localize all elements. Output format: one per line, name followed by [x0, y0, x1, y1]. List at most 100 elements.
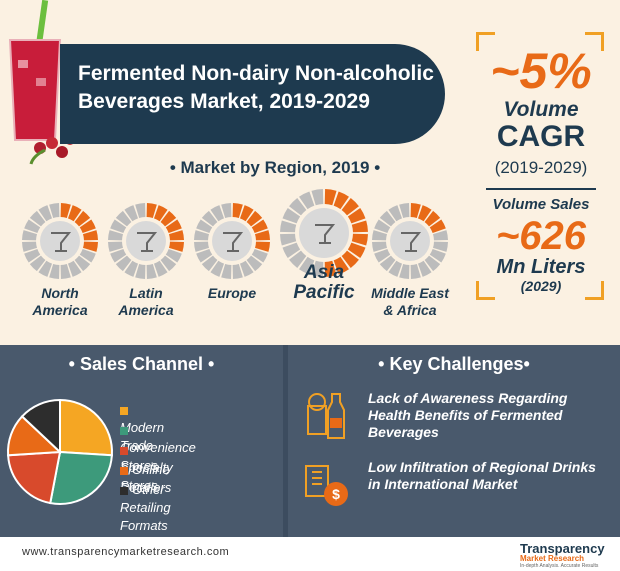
region-segment — [60, 264, 71, 279]
sales-channel-title: • Sales Channel • — [68, 354, 215, 374]
region-segment — [135, 203, 146, 218]
region-segment — [324, 189, 337, 206]
logo-tagline: In-depth Analysis. Accurate Results — [520, 563, 599, 569]
pie-slice — [59, 398, 113, 457]
region-segment — [165, 219, 182, 234]
region-segment — [280, 233, 297, 246]
pie-slice — [20, 398, 61, 455]
region-segment — [22, 230, 37, 241]
region-segment — [124, 205, 139, 222]
region-segment — [194, 241, 209, 252]
region-segment — [49, 264, 60, 279]
legend-item: Modern Trade — [120, 401, 164, 453]
region-segment — [333, 256, 349, 275]
cagr-label-cagr: CAGR — [496, 120, 586, 153]
legend-item: Specialty Stores — [120, 441, 173, 493]
cocktail-glass-icon — [40, 221, 80, 261]
region-label: & Africa — [383, 302, 436, 318]
cagr-label-volume: Volume — [503, 98, 579, 121]
region-label: Latin — [129, 285, 162, 301]
region-segment — [374, 219, 391, 234]
legend-item: Other Retailing Formats — [120, 481, 171, 533]
challenges-title: • Key Challenges• — [378, 354, 530, 374]
region-segment — [388, 205, 403, 222]
region-segment — [79, 219, 96, 234]
region-segment — [24, 248, 41, 263]
region-segment — [251, 248, 268, 263]
volume-label: Volume Sales — [492, 196, 590, 213]
region-segment — [83, 230, 98, 241]
region-segment — [347, 208, 366, 224]
region-segment — [201, 255, 218, 272]
legend-swatch — [120, 406, 128, 415]
region-segment — [251, 219, 268, 234]
region-segment — [49, 203, 60, 218]
legend-label: Other Retailing Formats — [120, 482, 171, 533]
region-segment — [79, 248, 96, 263]
region-segment — [379, 255, 396, 272]
region-segment — [433, 241, 448, 252]
region-segment — [74, 210, 91, 227]
region-segment — [255, 241, 270, 252]
divider — [486, 188, 596, 190]
region-segment — [146, 203, 157, 218]
challenge-text-2: Low Infiltration of Regional Drinks in I… — [368, 459, 596, 492]
legend-item: Online Retailers — [120, 461, 171, 495]
legend-swatch — [120, 466, 128, 475]
region-segment — [424, 255, 441, 272]
region-segment — [29, 255, 46, 272]
region-segment — [74, 255, 91, 272]
region-segment — [246, 255, 263, 272]
volume-year: (2029) — [520, 278, 562, 294]
region-segment — [169, 230, 184, 241]
legend-swatch — [120, 486, 128, 495]
region-segment — [388, 260, 403, 277]
region-segment — [417, 205, 432, 222]
cagr-value: ~5% — [490, 43, 592, 99]
region-segment — [210, 260, 225, 277]
juice-glass-icon — [299, 208, 349, 258]
legend-item: Convenience Stores — [120, 421, 196, 473]
volume-unit: Mn Liters — [496, 256, 586, 278]
region-segment — [429, 248, 446, 263]
legend-label: Convenience Stores — [120, 440, 196, 473]
cagr-period: (2019-2029) — [494, 158, 588, 177]
region-label: Middle East — [371, 285, 450, 301]
region-segment — [239, 260, 254, 277]
region-segment — [417, 260, 432, 277]
region-segment — [160, 210, 177, 227]
challenge-text-1: Lack of Awareness Regarding Health Benef… — [368, 390, 568, 440]
region-segment — [38, 260, 53, 277]
volume-value: ~626 — [495, 214, 587, 258]
region-segment — [433, 230, 448, 241]
legend-label: Specialty Stores — [120, 460, 173, 493]
region-segment — [289, 250, 307, 268]
footer — [0, 537, 620, 571]
svg-text:$: $ — [332, 486, 340, 502]
region-segment — [282, 208, 301, 224]
region-charts: NorthAmericaLatinAmericaEuropeAsiaPacifi… — [22, 189, 450, 318]
region-segment — [135, 264, 146, 279]
region-segment — [399, 264, 410, 279]
region-segment — [299, 256, 315, 275]
region-segment — [29, 210, 46, 227]
region-segment — [374, 248, 391, 263]
region-segment — [24, 219, 41, 234]
region-label: Asia — [303, 262, 345, 283]
logo-text: Transparency — [520, 541, 605, 556]
region-segment — [232, 203, 243, 218]
challenges-panel — [288, 345, 620, 537]
region-segment — [372, 241, 387, 252]
martini-glass-icon — [212, 221, 252, 261]
region-segment — [38, 205, 53, 222]
region-segment — [108, 241, 123, 252]
region-segment — [311, 189, 324, 206]
region-segment — [60, 203, 71, 218]
region-segment — [311, 260, 324, 277]
region-segment — [83, 241, 98, 252]
region-chart-4: Middle East& Africa — [371, 203, 450, 318]
region-segment — [372, 230, 387, 241]
region-segment — [246, 210, 263, 227]
page-title: Fermented Non-dairy Non-alcoholic Bevera… — [78, 62, 434, 113]
